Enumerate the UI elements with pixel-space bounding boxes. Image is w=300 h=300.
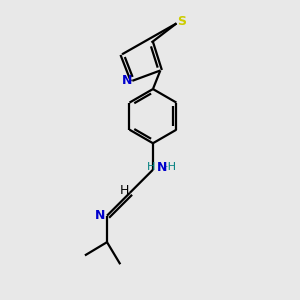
Text: N: N [95, 209, 106, 222]
Text: ·H: ·H [165, 162, 177, 172]
Text: N: N [157, 161, 168, 174]
Text: S: S [177, 15, 186, 28]
Text: N: N [122, 74, 132, 87]
Text: H: H [119, 184, 129, 197]
Text: H: H [146, 162, 155, 172]
